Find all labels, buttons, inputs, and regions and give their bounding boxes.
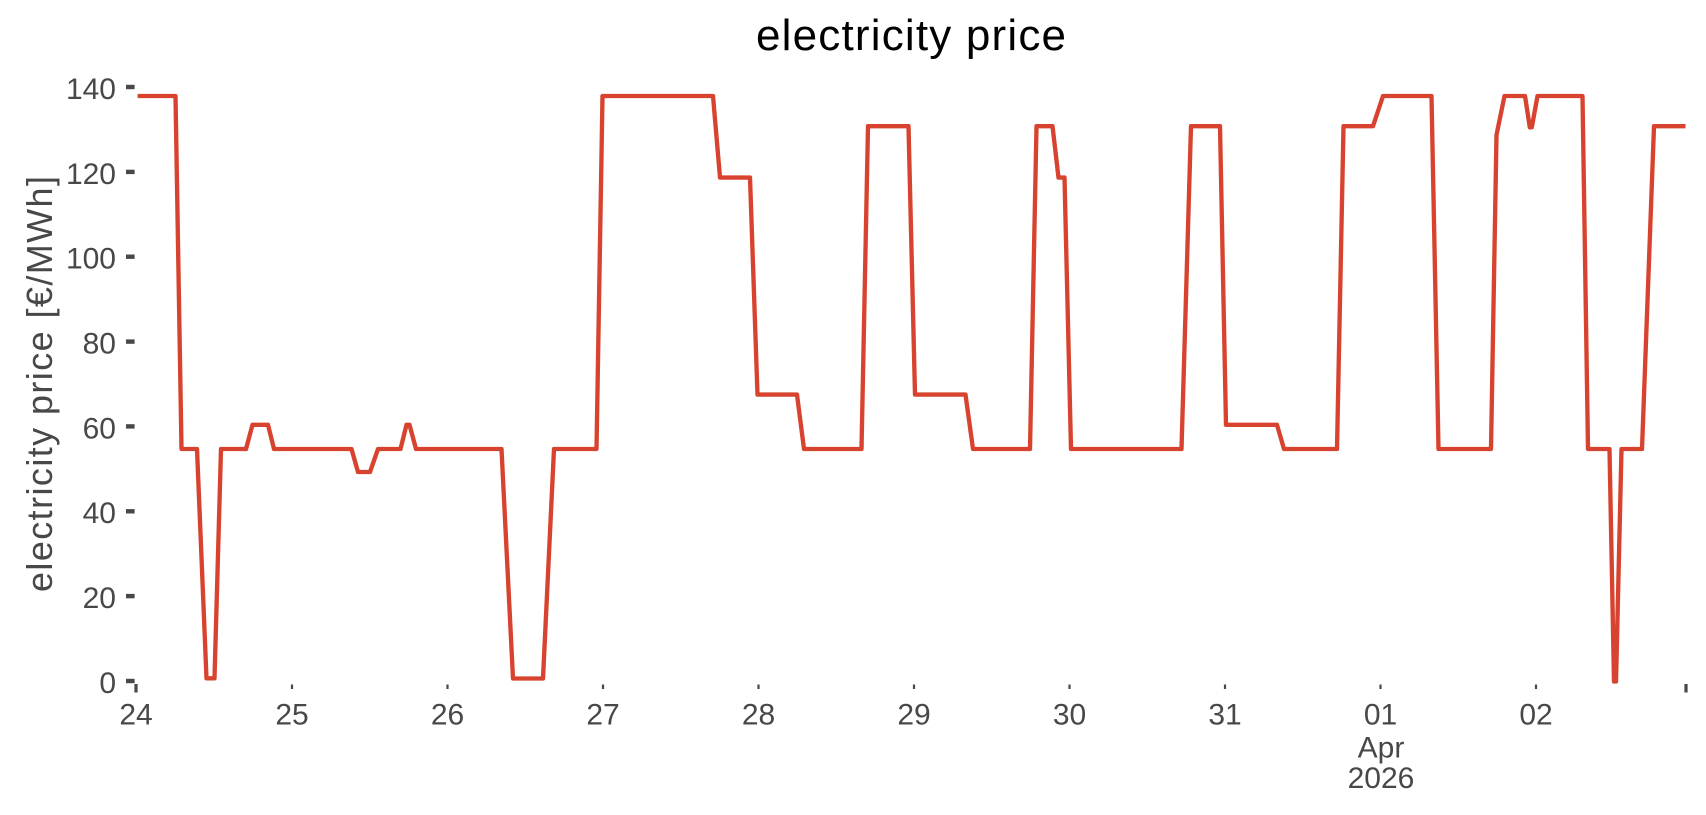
svg-text:24: 24 (119, 698, 152, 731)
svg-text:electricity price [€/MWh]: electricity price [€/MWh] (19, 176, 60, 592)
svg-text:27: 27 (586, 698, 619, 731)
svg-text:2026: 2026 (1348, 762, 1415, 795)
svg-text:28: 28 (742, 698, 775, 731)
svg-text:electricity price: electricity price (756, 11, 1066, 60)
svg-text:29: 29 (897, 698, 930, 731)
svg-text:26: 26 (431, 698, 464, 731)
svg-text:60: 60 (83, 412, 116, 445)
svg-text:0: 0 (99, 667, 116, 700)
svg-text:40: 40 (83, 497, 116, 530)
svg-text:25: 25 (275, 698, 308, 731)
svg-text:01: 01 (1364, 698, 1397, 731)
svg-text:100: 100 (66, 243, 116, 276)
svg-text:120: 120 (66, 158, 116, 191)
svg-text:140: 140 (66, 73, 116, 106)
svg-text:30: 30 (1053, 698, 1086, 731)
svg-text:02: 02 (1519, 698, 1552, 731)
svg-text:80: 80 (83, 328, 116, 361)
svg-text:Apr: Apr (1358, 732, 1405, 765)
svg-text:20: 20 (83, 582, 116, 615)
svg-text:31: 31 (1208, 698, 1241, 731)
